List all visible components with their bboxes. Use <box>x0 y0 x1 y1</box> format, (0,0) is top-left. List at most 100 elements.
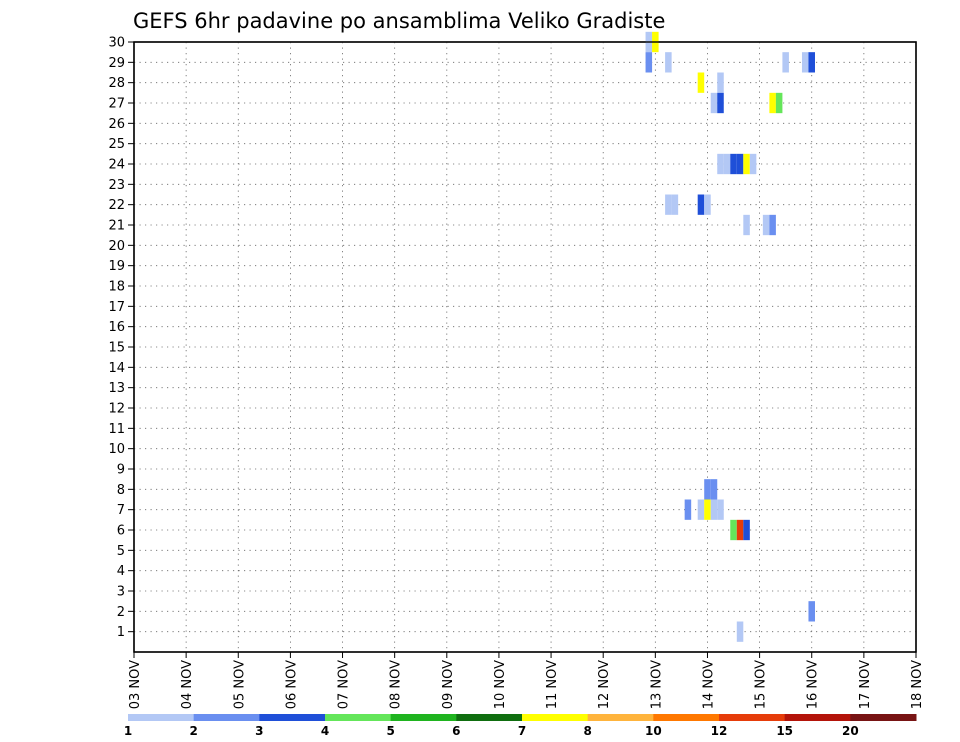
heatmap-cell <box>801 52 809 73</box>
colorbar-label: 5 <box>386 724 394 738</box>
y-tick-label: 21 <box>108 219 125 234</box>
grid-lines <box>134 41 917 652</box>
y-tick-label: 1 <box>117 625 125 640</box>
y-tick-label: 12 <box>108 402 125 417</box>
heatmap-cell <box>717 153 724 175</box>
y-tick-label: 2 <box>117 605 125 620</box>
y-tick-label: 14 <box>108 361 125 376</box>
heatmap-cell <box>684 499 692 520</box>
x-tick-label: 15 NOV <box>754 660 769 709</box>
colorbar-label: 1 <box>124 724 132 738</box>
heatmap-cell <box>743 519 750 541</box>
colorbar-swatch <box>850 714 917 721</box>
heatmap-cell <box>743 153 750 175</box>
y-tick-label: 30 <box>108 36 125 51</box>
y-tick-label: 18 <box>108 280 125 295</box>
heatmap-cell <box>749 153 757 175</box>
heatmap-cell <box>665 52 672 73</box>
y-tick-label: 13 <box>108 381 125 396</box>
heatmap-cell <box>717 92 724 114</box>
heatmap-cell <box>710 479 718 500</box>
heatmap-cell <box>704 194 711 215</box>
heatmap-cell <box>723 153 731 175</box>
x-tick-label: 03 NOV <box>128 660 143 709</box>
colorbar-label: 20 <box>842 724 859 738</box>
heatmap-cell <box>645 52 653 73</box>
colorbar-label: 3 <box>255 724 263 738</box>
colorbar-swatch <box>456 714 523 721</box>
x-axis-ticks: 03 NOV 04 NOV 05 NOV 06 NOV 07 NOV 08 NOV 09 N… <box>128 652 925 709</box>
y-tick-label: 5 <box>117 544 125 559</box>
heatmap-cell <box>697 499 705 520</box>
y-tick-label: 19 <box>108 259 125 274</box>
heatmap-cell <box>769 92 776 114</box>
colorbar-swatch <box>522 714 589 721</box>
x-tick-label: 11 NOV <box>545 660 560 709</box>
colorbar-swatch <box>390 714 457 721</box>
heatmap-cell <box>730 153 737 175</box>
y-tick-label: 16 <box>108 320 125 335</box>
heatmap-cell <box>704 479 711 500</box>
heatmap-cell <box>665 194 672 215</box>
y-tick-label: 9 <box>117 463 125 478</box>
y-tick-label: 23 <box>108 178 125 193</box>
y-tick-label: 22 <box>108 198 125 213</box>
heatmap-cell <box>762 214 770 236</box>
heatmap-cell <box>717 72 724 93</box>
y-tick-label: 3 <box>117 585 125 600</box>
heatmap-cell <box>769 214 776 236</box>
x-tick-label: 07 NOV <box>337 660 352 709</box>
colorbar-swatch <box>259 714 326 721</box>
heatmap-cell <box>743 214 750 236</box>
colorbar-label: 6 <box>452 724 460 738</box>
y-tick-label: 25 <box>108 137 125 152</box>
x-tick-label: 08 NOV <box>389 660 404 709</box>
x-tick-label: 14 NOV <box>701 660 716 709</box>
y-tick-label: 24 <box>108 158 125 173</box>
colorbar-label: 4 <box>321 724 329 738</box>
y-tick-label: 7 <box>117 503 125 518</box>
x-tick-label: 10 NOV <box>493 660 508 709</box>
colorbar-label: 7 <box>518 724 526 738</box>
color-legend: 1 2 3 4 5 6 7 8 10 12 15 20 <box>124 714 917 738</box>
x-tick-label: 12 NOV <box>597 660 612 709</box>
y-tick-label: 15 <box>108 341 125 356</box>
y-tick-label: 4 <box>117 564 125 579</box>
y-tick-label: 29 <box>108 56 125 71</box>
colorbar-label: 8 <box>583 724 591 738</box>
y-tick-label: 27 <box>108 97 125 112</box>
heatmap-cell <box>710 499 718 520</box>
heatmap-cell <box>671 194 679 215</box>
y-tick-label: 26 <box>108 117 125 132</box>
heatmap-cell <box>782 52 789 73</box>
x-tick-label: 13 NOV <box>649 660 664 709</box>
data-cells <box>133 31 917 653</box>
heatmap-cell <box>808 601 815 622</box>
heatmap-cell <box>808 52 815 73</box>
heatmap-cell <box>730 519 737 541</box>
y-axis-ticks: 1234567891011121314151617181920212223242… <box>108 36 134 640</box>
colorbar-swatch <box>719 714 786 721</box>
y-tick-label: 20 <box>108 239 125 254</box>
colorbar-swatch <box>325 714 392 721</box>
colorbar-label: 15 <box>776 724 793 738</box>
x-tick-label: 06 NOV <box>284 660 299 709</box>
y-tick-label: 17 <box>108 300 125 315</box>
y-tick-label: 6 <box>117 524 125 539</box>
y-tick-label: 10 <box>108 442 125 457</box>
colorbar-swatch <box>587 714 654 721</box>
heatmap-cell <box>736 519 744 541</box>
colorbar-swatch <box>193 714 260 721</box>
heatmap-cell <box>704 499 711 520</box>
x-tick-label: 04 NOV <box>180 660 195 709</box>
x-tick-label: 16 NOV <box>806 660 821 709</box>
y-tick-label: 11 <box>108 422 125 437</box>
heatmap-cell <box>697 72 705 93</box>
colorbar-swatch <box>653 714 720 721</box>
y-tick-label: 28 <box>108 76 125 91</box>
x-tick-label: 17 NOV <box>858 660 873 709</box>
colorbar-label: 2 <box>189 724 197 738</box>
x-tick-label: 09 NOV <box>441 660 456 709</box>
heatmap-cell <box>697 194 705 215</box>
